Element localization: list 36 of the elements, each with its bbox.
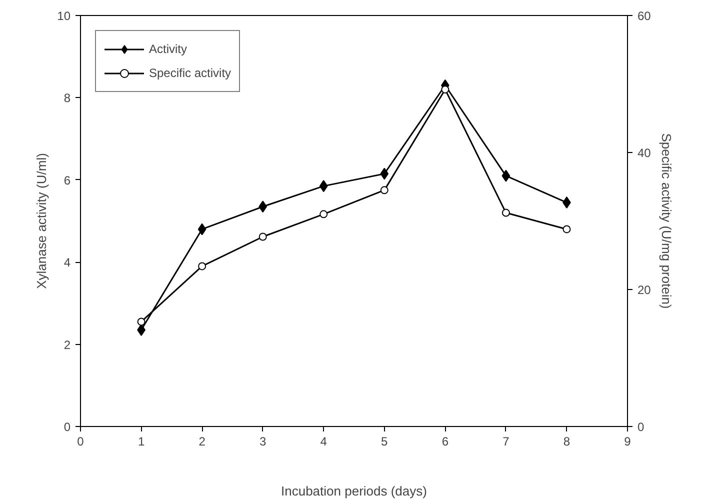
point [380, 168, 389, 180]
x-tick-label: 8 [563, 434, 570, 448]
x-tick-label: 1 [138, 434, 145, 448]
point [380, 186, 388, 194]
y-tick-label: 4 [64, 256, 71, 270]
x-tick-label: 3 [259, 434, 266, 448]
x-tick-label: 4 [320, 434, 328, 448]
x-tick-label: 9 [624, 434, 632, 448]
point [137, 318, 146, 326]
x-axis-title: Incubation periods (days) [281, 484, 427, 498]
point [198, 262, 206, 270]
y2-tick-label: 60 [638, 9, 652, 23]
x-tick-label: 0 [77, 434, 84, 448]
y-tick-label: 2 [64, 338, 71, 352]
y2-tick-label: 0 [638, 420, 644, 434]
point [319, 180, 328, 192]
y-axis-title: Xylanase activity (U/ml) [34, 153, 50, 289]
y-tick-label: 10 [57, 9, 71, 23]
y-tick-label: 8 [64, 91, 71, 106]
y2-tick-label: 40 [638, 146, 652, 160]
y2-axis-title: Specific activity (U/mg protein) [658, 133, 674, 309]
point [562, 225, 571, 234]
y-tick-label: 6 [64, 173, 71, 188]
x-tick-label: 7 [502, 434, 510, 448]
point [198, 223, 206, 236]
point [258, 232, 267, 241]
y2-tick-label: 20 [638, 283, 652, 297]
point [502, 170, 510, 182]
point [320, 210, 328, 218]
y-tick-label: 0 [64, 420, 71, 434]
x-tick-label: 6 [442, 434, 449, 448]
x-tick-label: 2 [198, 434, 206, 448]
legend-label: Specific activity [149, 66, 232, 80]
legend-label: Activity [149, 42, 188, 56]
point [502, 208, 510, 217]
x-tick-label: 5 [381, 434, 388, 448]
